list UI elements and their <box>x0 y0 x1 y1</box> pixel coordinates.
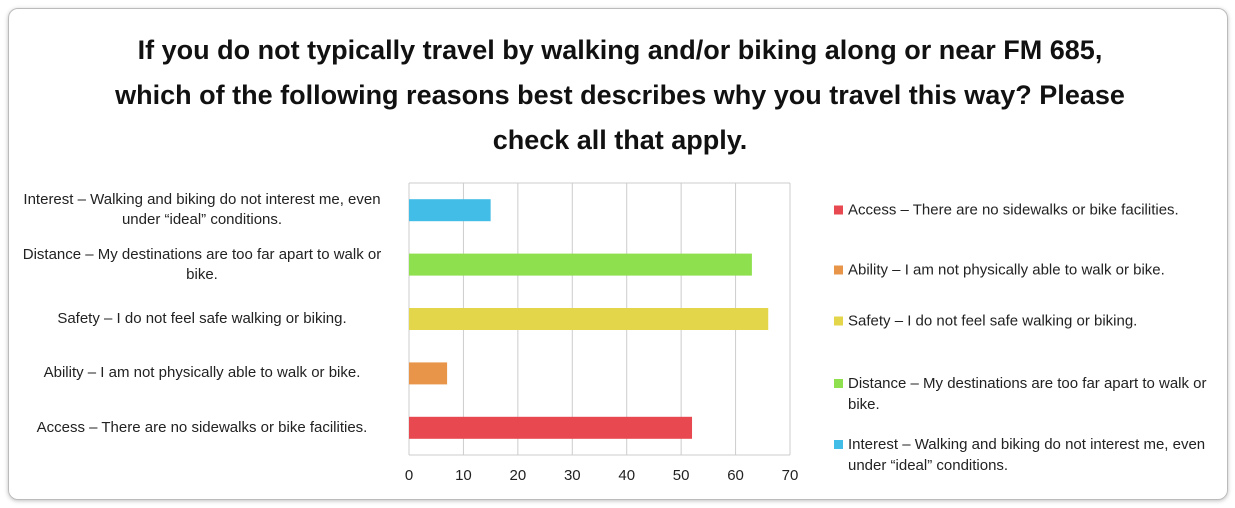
legend-entry: Distance – My destinations are too far a… <box>834 373 1219 415</box>
legend-label: Access – There are no sidewalks or bike … <box>848 201 1179 219</box>
y-tick-label: Ability – I am not physically able to wa… <box>43 364 361 382</box>
legend-label: Interest – Walking and biking do not int… <box>848 436 1206 474</box>
legend-swatch <box>834 379 843 388</box>
legend-swatch <box>834 205 843 215</box>
x-tick-label: 30 <box>564 467 581 484</box>
legend-entry: Safety – I do not feel safe walking or b… <box>834 311 1219 332</box>
x-tick-label: 20 <box>510 467 527 484</box>
legend-swatch <box>834 265 843 275</box>
x-tick-label: 50 <box>673 467 690 484</box>
legend-entry: Ability – I am not physically able to wa… <box>834 260 1219 281</box>
bar <box>409 199 491 222</box>
legend-swatch <box>834 440 843 449</box>
y-tick-label: Distance – My destinations are too far a… <box>22 245 382 283</box>
legend-swatch <box>834 316 843 326</box>
bar <box>409 416 693 439</box>
x-tick-label: 10 <box>455 467 472 484</box>
x-tick-label: 40 <box>618 467 635 484</box>
x-tick-label: 70 <box>782 467 799 484</box>
y-tick-label: Safety – I do not feel safe walking or b… <box>57 310 347 327</box>
legend-entry: Access – There are no sidewalks or bike … <box>834 200 1219 221</box>
legend-label: Safety – I do not feel safe walking or b… <box>848 312 1138 330</box>
x-tick-label: 0 <box>405 467 413 484</box>
bar <box>409 362 448 385</box>
y-tick-label: Access – There are no sidewalks or bike … <box>36 418 368 436</box>
legend-entry: Interest – Walking and biking do not int… <box>834 434 1219 476</box>
legend-label: Ability – I am not physically able to wa… <box>848 261 1165 279</box>
card <box>8 8 1228 500</box>
y-tick-label: Interest – Walking and biking do not int… <box>23 191 381 229</box>
legend-label: Distance – My destinations are too far a… <box>848 375 1207 413</box>
chart-title: If you do not typically travel by walkin… <box>115 35 1125 155</box>
bar <box>409 253 752 276</box>
bar <box>409 308 769 330</box>
x-tick-label: 60 <box>727 467 744 484</box>
